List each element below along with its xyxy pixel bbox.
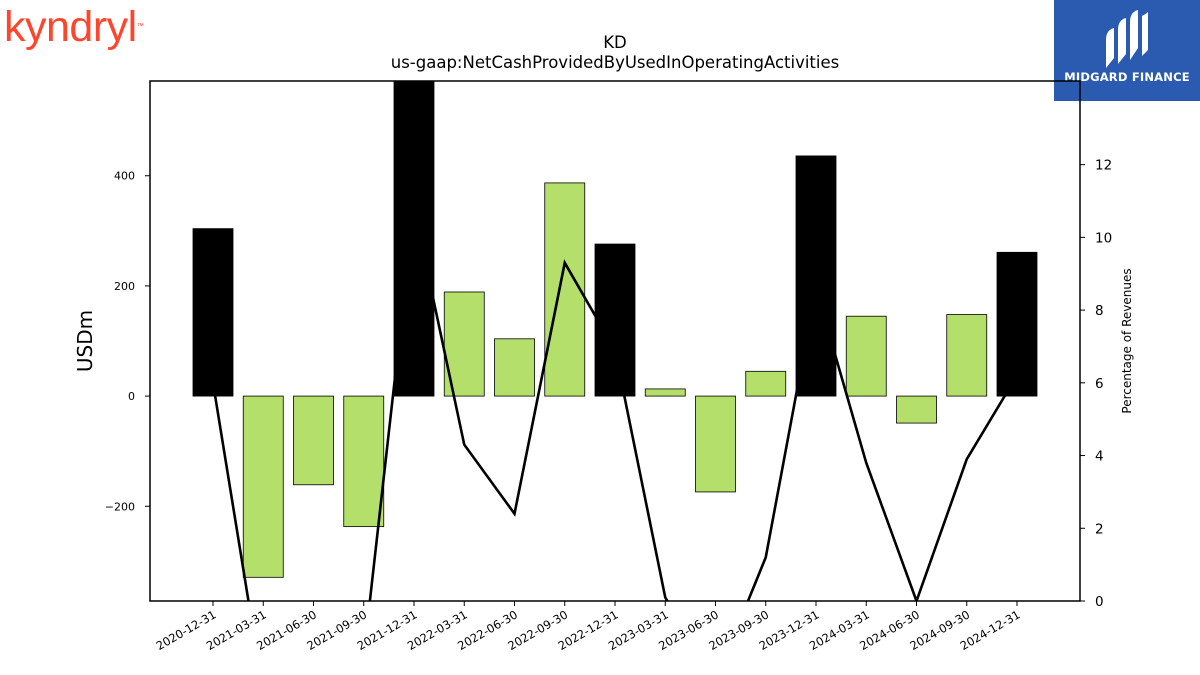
bar-2021-06-30 xyxy=(293,395,334,486)
y-tick-label: 0 xyxy=(128,390,135,403)
bar-2023-03-31 xyxy=(644,388,686,397)
ratio-line xyxy=(211,208,1019,601)
bar-2024-12-31 xyxy=(996,251,1038,397)
bar-2021-03-31 xyxy=(242,395,284,578)
y2-axis-label: Percentage of Revenues xyxy=(1120,268,1134,413)
chart-title: KD xyxy=(603,33,627,52)
kyndryl-logo-text: kyndryl xyxy=(4,3,137,51)
chart-subtitle: us-gaap:NetCashProvidedByUsedInOperating… xyxy=(390,53,840,72)
midgard-logo-mark-icon xyxy=(1106,10,1148,68)
bar-2022-09-30 xyxy=(544,182,586,397)
axes-group: −20002004000246810122020-12-312021-03-31… xyxy=(105,80,1112,653)
kyndryl-logo: kyndryl™ xyxy=(4,0,144,54)
kyndryl-trademark: ™ xyxy=(136,23,144,30)
y2-tick-label: 6 xyxy=(1095,376,1104,392)
y2-tick-label: 10 xyxy=(1095,230,1112,246)
y-tick-label: −200 xyxy=(105,500,135,513)
bar-2024-03-31 xyxy=(845,315,887,397)
y2-tick-label: 0 xyxy=(1095,594,1104,610)
bar-2022-12-31 xyxy=(594,243,636,397)
ratio-line-group xyxy=(211,208,1019,601)
midgard-logo-text: MIDGARD FINANCE xyxy=(1064,70,1190,84)
bar-2024-09-30 xyxy=(946,314,988,397)
midgard-finance-logo: MIDGARD FINANCE xyxy=(1054,0,1200,101)
y-tick-label: 400 xyxy=(114,170,135,183)
y2-tick-label: 4 xyxy=(1095,449,1104,465)
bar-2021-12-31 xyxy=(393,81,435,397)
y2-tick-label: 8 xyxy=(1095,303,1104,319)
y-tick-label: 200 xyxy=(114,280,135,293)
bars-group xyxy=(192,81,1038,578)
y-axis-label: USDm xyxy=(73,310,97,372)
bar-2023-09-30 xyxy=(745,370,787,397)
bar-2020-12-31 xyxy=(192,228,234,397)
bar-2021-09-30 xyxy=(343,395,385,528)
bar-2022-06-30 xyxy=(494,338,535,397)
y2-tick-label: 2 xyxy=(1095,521,1104,537)
bar-2024-06-30 xyxy=(896,395,937,424)
bar-2023-06-30 xyxy=(695,395,736,493)
y2-tick-label: 12 xyxy=(1095,158,1112,174)
